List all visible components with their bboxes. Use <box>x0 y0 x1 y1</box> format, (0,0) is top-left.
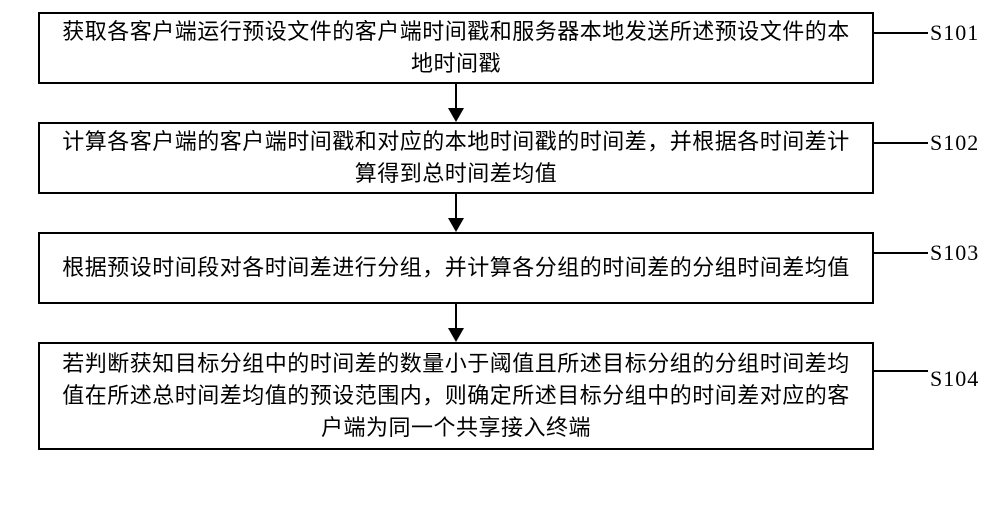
flow-step-text: 计算各客户端的客户端时间戳和对应的本地时间戳的时间差，并根据各时间差计算得到总时… <box>52 126 860 190</box>
flow-step-label-s104: S104 <box>930 366 979 392</box>
flow-step-text: 根据预设时间段对各时间差进行分组，并计算各分组的时间差的分组时间差均值 <box>62 252 850 284</box>
label-connector <box>874 32 928 34</box>
flow-arrow-head-icon <box>448 108 464 122</box>
flow-arrow-line <box>455 84 457 108</box>
flow-step-text: 获取各客户端运行预设文件的客户端时间戳和服务器本地发送所述预设文件的本地时间戳 <box>52 16 860 80</box>
label-connector <box>874 142 928 144</box>
flow-step-s101: 获取各客户端运行预设文件的客户端时间戳和服务器本地发送所述预设文件的本地时间戳 <box>38 12 874 84</box>
flow-step-text: 若判断获知目标分组中的时间差的数量小于阈值且所述目标分组的分组时间差均值在所述总… <box>52 348 860 444</box>
flow-step-label-s101: S101 <box>930 20 979 46</box>
label-connector <box>874 370 928 372</box>
flow-step-s102: 计算各客户端的客户端时间戳和对应的本地时间戳的时间差，并根据各时间差计算得到总时… <box>38 122 874 194</box>
flow-step-s104: 若判断获知目标分组中的时间差的数量小于阈值且所述目标分组的分组时间差均值在所述总… <box>38 342 874 450</box>
label-connector <box>874 252 928 254</box>
flow-step-label-s102: S102 <box>930 130 979 156</box>
flow-arrow-head-icon <box>448 328 464 342</box>
flow-arrow-head-icon <box>448 218 464 232</box>
flow-arrow-line <box>455 194 457 218</box>
flow-arrow-line <box>455 304 457 328</box>
flow-step-s103: 根据预设时间段对各时间差进行分组，并计算各分组的时间差的分组时间差均值 <box>38 232 874 304</box>
flow-step-label-s103: S103 <box>930 240 979 266</box>
